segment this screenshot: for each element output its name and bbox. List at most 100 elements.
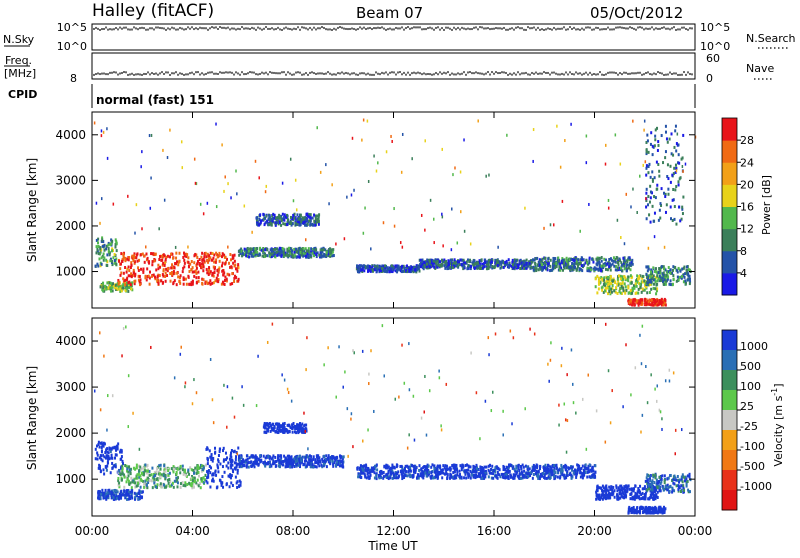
heatmap-cell [230,258,232,261]
heatmap-cell [144,463,146,466]
heatmap-cell [254,456,256,459]
heatmap-cell [301,429,303,432]
heatmap-cell [651,301,653,304]
heatmap-cell [442,244,444,247]
heatmap-cell [256,216,258,219]
heatmap-cell [544,266,546,269]
heatmap-cell [583,264,585,267]
heatmap-cell [473,259,475,262]
heatmap-cell [553,223,555,226]
heatmap-cell [104,451,106,454]
heatmap-cell [219,260,221,263]
heatmap-cell [124,259,126,262]
heatmap-cell [667,141,669,144]
heatmap-cell [576,262,578,265]
heatmap-cell [106,253,108,256]
heatmap-cell [97,495,99,498]
heatmap-cell [652,145,654,148]
heatmap-cell [223,447,225,450]
heatmap-cell [463,259,465,262]
power-colorbar-swatch [722,140,737,163]
heatmap-cell [227,246,229,249]
heatmap-cell [196,267,198,270]
heatmap-cell [608,258,610,261]
heatmap-cell [659,299,661,302]
heatmap-cell [234,275,236,278]
heatmap-cell [230,464,232,467]
heatmap-cell [283,219,285,222]
heatmap-cell [187,261,189,264]
heatmap-cell [237,469,239,472]
heatmap-cell [138,469,140,472]
heatmap-cell [418,464,420,467]
heatmap-cell [426,263,428,266]
heatmap-cell [646,150,648,153]
heatmap-cell [237,463,239,466]
heatmap-cell [476,265,478,268]
nsky-label: N.Sky [3,33,35,46]
heatmap-cell [676,142,678,145]
heatmap-cell [488,262,490,265]
heatmap-cell [134,492,136,495]
heatmap-cell [601,289,603,292]
heatmap-cell [282,213,284,216]
heatmap-cell [141,479,143,482]
heatmap-cell [658,271,660,274]
heatmap-cell [206,268,208,271]
heatmap-cell [651,170,653,173]
heatmap-cell [650,279,652,282]
heatmap-cell [99,467,101,470]
heatmap-cell [622,282,624,285]
heatmap-cell [121,260,123,263]
heatmap-cell [645,265,647,268]
heatmap-cell [674,188,676,191]
heatmap-cell [122,283,124,286]
heatmap-cell [631,304,633,307]
heatmap-cell [313,254,315,257]
heatmap-cell [689,275,691,278]
heatmap-cell [177,263,179,266]
heatmap-cell [128,269,130,272]
heatmap-cell [682,165,684,168]
heatmap-cell [159,274,161,277]
heatmap-cell [256,251,258,254]
heatmap-cell [655,270,657,273]
heatmap-cell [652,153,654,156]
heatmap-cell [645,205,647,208]
heatmap-cell [601,278,603,281]
heatmap-cell [203,212,205,215]
heatmap-cell [221,264,223,267]
heatmap-cell [134,481,136,484]
heatmap-cell [169,129,171,132]
heatmap-cell [188,270,190,273]
heatmap-cell [195,182,197,185]
heatmap-cell [275,430,277,433]
heatmap-cell [177,485,179,488]
heatmap-cell [106,264,108,267]
heatmap-cell [672,219,674,222]
heatmap-cell [235,458,237,461]
heatmap-cell [253,250,255,253]
velocity-heatmap [94,323,691,515]
heatmap-cell [151,467,153,470]
heatmap-cell [148,262,150,265]
heatmap-cell [650,288,652,291]
power-colorbar-tick-label: 24 [740,156,754,169]
heatmap-cell [121,289,123,292]
heatmap-cell [675,185,677,188]
y-tick-label: 4000 [55,128,86,142]
heatmap-cell [451,248,453,251]
heatmap-cell [102,285,104,288]
heatmap-cell [481,258,483,261]
heatmap-cell [433,241,435,244]
heatmap-cell [146,479,148,482]
heatmap-cell [224,262,226,265]
heatmap-cell [383,221,385,224]
heatmap-cell [190,484,192,487]
heatmap-cell [402,133,404,136]
heatmap-cell [489,259,491,262]
heatmap-cell [315,253,317,256]
heatmap-cell [653,195,655,198]
